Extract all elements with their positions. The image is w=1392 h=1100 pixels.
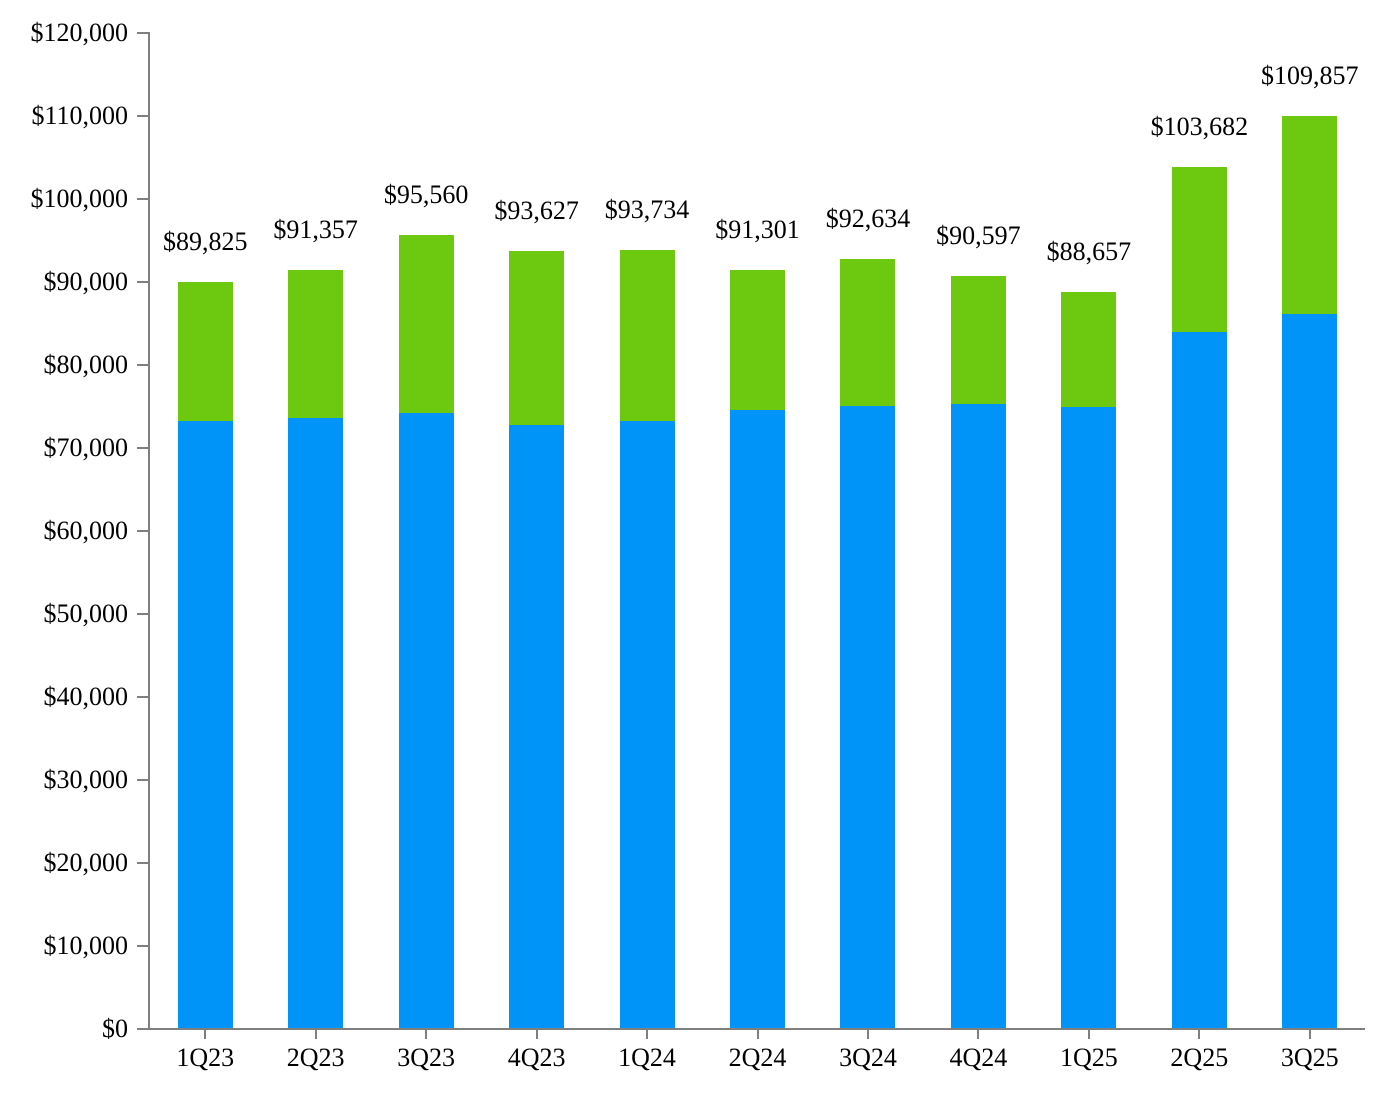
bar-segment-blue — [840, 406, 896, 1028]
x-tick — [204, 1030, 207, 1039]
bar-segment-blue — [288, 418, 344, 1028]
bar-segment-blue — [730, 410, 785, 1028]
bar-segment-blue — [950, 404, 1006, 1028]
x-tick-label: 1Q24 — [618, 1043, 676, 1072]
x-tick-label: 1Q25 — [1059, 1043, 1118, 1072]
x-tick — [1087, 1030, 1090, 1039]
bar-segment-green — [177, 282, 233, 422]
y-tick-label: $0 — [102, 1014, 128, 1043]
x-tick-label: 4Q24 — [949, 1043, 1008, 1072]
bar-total-label: $91,357 — [273, 214, 358, 244]
bar-total-label: $88,657 — [1046, 237, 1132, 267]
bar-total-label: $92,634 — [825, 204, 911, 234]
y-tick-label: $20,000 — [43, 848, 129, 877]
y-tick — [137, 198, 148, 200]
bar-segment-blue — [509, 425, 565, 1028]
bar-segment-green — [1061, 292, 1117, 408]
y-tick-label: $100,000 — [30, 184, 129, 213]
bar-segment-blue — [177, 421, 233, 1028]
y-tick-label: $120,000 — [30, 18, 129, 47]
bar-segment-green — [288, 269, 344, 419]
bar-segment-green — [840, 259, 896, 407]
y-tick-label: $90,000 — [43, 267, 129, 296]
x-tick-label: 2Q25 — [1170, 1043, 1229, 1072]
bar-segment-blue — [619, 421, 675, 1028]
bar-total-label: $91,301 — [715, 215, 800, 245]
bar-segment-green — [619, 250, 675, 422]
bar-total-label: $95,560 — [383, 179, 469, 209]
y-tick — [137, 613, 148, 615]
x-tick-label: 2Q23 — [286, 1043, 345, 1072]
y-tick — [137, 364, 148, 366]
y-tick-label: $30,000 — [43, 765, 129, 794]
x-tick-label: 2Q24 — [728, 1043, 787, 1072]
bar-segment-green — [950, 276, 1006, 405]
x-tick-label: 4Q23 — [507, 1043, 566, 1072]
x-tick — [977, 1030, 980, 1039]
y-axis-line — [148, 32, 150, 1030]
bar-total-label: $103,682 — [1150, 112, 1249, 142]
y-tick — [137, 32, 148, 34]
bar-total-label: $90,597 — [936, 221, 1021, 251]
y-tick — [137, 862, 148, 864]
bar-segment-green — [1171, 167, 1227, 333]
y-tick-label: $60,000 — [43, 516, 129, 545]
x-tick — [1198, 1030, 1201, 1039]
bar-segment-green — [730, 270, 785, 411]
bar-segment-blue — [398, 413, 454, 1028]
x-tick — [646, 1030, 649, 1039]
x-tick — [314, 1030, 317, 1039]
bar-total-label: $89,825 — [162, 227, 248, 257]
y-tick — [137, 281, 148, 283]
x-tick-label: 3Q25 — [1280, 1043, 1339, 1072]
y-tick-label: $40,000 — [43, 682, 129, 711]
y-tick-label: $110,000 — [31, 101, 128, 130]
y-tick — [137, 779, 148, 781]
x-tick-label: 1Q23 — [176, 1043, 235, 1072]
y-tick-label: $70,000 — [43, 433, 129, 462]
bar-total-label: $109,857 — [1261, 61, 1359, 91]
x-tick — [1308, 1030, 1311, 1039]
x-tick — [535, 1030, 538, 1039]
bar-segment-green — [398, 234, 454, 414]
x-tick — [756, 1030, 759, 1039]
y-tick — [137, 1028, 148, 1030]
y-tick — [137, 696, 148, 698]
y-tick — [137, 530, 148, 532]
y-tick — [137, 115, 148, 117]
x-axis-line — [148, 1028, 1365, 1030]
x-tick — [425, 1030, 428, 1039]
bar-segment-green — [1282, 116, 1338, 315]
bar-segment-blue — [1171, 332, 1227, 1028]
y-tick-label: $10,000 — [43, 931, 129, 960]
bar-segment-blue — [1061, 407, 1117, 1028]
bar-segment-blue — [1282, 314, 1338, 1028]
x-tick — [866, 1030, 869, 1039]
x-tick-label: 3Q24 — [839, 1043, 897, 1072]
y-tick — [137, 447, 148, 449]
bar-total-label: $93,734 — [604, 195, 690, 224]
y-tick-label: $50,000 — [43, 599, 129, 628]
y-tick-label: $80,000 — [43, 350, 129, 379]
y-tick — [137, 945, 148, 947]
x-tick-label: 3Q23 — [397, 1043, 456, 1072]
bar-total-label: $93,627 — [494, 195, 579, 225]
bar-segment-green — [509, 250, 565, 426]
